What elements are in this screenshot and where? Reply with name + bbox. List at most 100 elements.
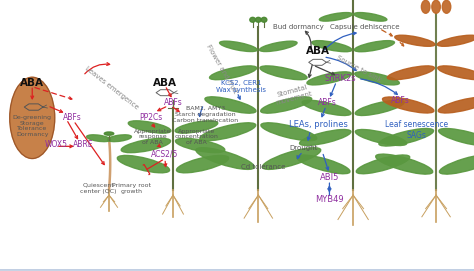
Bar — [0, 270, 474, 271]
Ellipse shape — [175, 138, 225, 153]
Bar — [0, 270, 474, 271]
Ellipse shape — [387, 66, 435, 80]
Bar — [0, 269, 474, 270]
Bar — [0, 269, 474, 270]
Bar — [0, 269, 474, 270]
Bar — [0, 269, 474, 270]
Bar — [0, 270, 474, 271]
Ellipse shape — [121, 138, 171, 153]
Bar — [0, 269, 474, 270]
Ellipse shape — [297, 155, 350, 174]
Bar — [0, 270, 474, 271]
Bar — [0, 270, 474, 271]
Bar — [0, 270, 474, 271]
Ellipse shape — [395, 35, 435, 46]
Bar — [0, 270, 474, 271]
Bar — [0, 270, 474, 271]
Bar — [0, 269, 474, 270]
Ellipse shape — [262, 148, 321, 169]
Bar — [0, 270, 474, 271]
Bar — [0, 270, 474, 271]
Bar — [0, 269, 474, 270]
Bar — [0, 270, 474, 271]
Bar — [0, 269, 474, 270]
Bar — [0, 270, 474, 271]
Bar — [0, 269, 474, 270]
Text: PP2Cs: PP2Cs — [139, 113, 163, 122]
Bar — [0, 269, 474, 270]
Ellipse shape — [176, 156, 229, 173]
Bar — [0, 270, 474, 271]
Bar — [0, 269, 474, 270]
Text: Appropriate
response
of ABA: Appropriate response of ABA — [134, 128, 171, 145]
Bar — [0, 269, 474, 270]
Ellipse shape — [376, 154, 433, 174]
Bar — [0, 270, 474, 271]
Bar — [0, 270, 474, 271]
Bar — [0, 270, 474, 271]
Bar — [0, 270, 474, 271]
Bar — [0, 269, 474, 270]
Text: Source to sink: Source to sink — [336, 55, 383, 83]
Text: BAM1, AMY3
Starch degradation
Carbon translocation: BAM1, AMY3 Starch degradation Carbon tra… — [172, 106, 238, 123]
Bar — [0, 269, 474, 270]
Bar — [0, 270, 474, 271]
Bar — [0, 270, 474, 271]
Ellipse shape — [438, 66, 474, 80]
Bar — [0, 269, 474, 270]
Bar — [0, 269, 474, 270]
Bar — [0, 270, 474, 271]
Bar — [0, 270, 474, 271]
Bar — [0, 270, 474, 271]
Bar — [0, 269, 474, 270]
Text: ABFs: ABFs — [63, 113, 82, 122]
Bar — [0, 269, 474, 270]
Bar — [0, 270, 474, 271]
Bar — [0, 269, 474, 270]
Bar — [0, 270, 474, 271]
Bar — [0, 269, 474, 270]
Bar — [0, 269, 474, 270]
Bar — [0, 269, 474, 270]
Bar — [0, 270, 474, 271]
Bar — [0, 270, 474, 271]
Bar — [0, 270, 474, 271]
Bar — [0, 269, 474, 270]
Bar — [0, 270, 474, 271]
Bar — [0, 270, 474, 271]
Bar — [0, 270, 474, 271]
Bar — [0, 270, 474, 271]
Bar — [0, 270, 474, 271]
Bar — [0, 270, 474, 271]
Bar — [0, 269, 474, 270]
Bar — [0, 270, 474, 271]
Bar — [0, 270, 474, 271]
Bar — [0, 269, 474, 270]
Bar — [0, 269, 474, 270]
Ellipse shape — [437, 35, 474, 46]
Bar — [0, 269, 474, 270]
Bar — [0, 269, 474, 270]
Ellipse shape — [196, 148, 255, 169]
Bar — [0, 269, 474, 270]
Bar — [0, 270, 474, 271]
Bar — [0, 270, 474, 271]
Bar — [0, 270, 474, 271]
Bar — [0, 270, 474, 271]
Bar — [0, 270, 474, 271]
Bar — [0, 270, 474, 271]
Bar — [0, 270, 474, 271]
Ellipse shape — [255, 17, 261, 22]
Ellipse shape — [210, 66, 257, 80]
Ellipse shape — [312, 41, 352, 52]
Bar — [0, 270, 474, 271]
Bar — [0, 270, 474, 271]
Ellipse shape — [260, 66, 307, 80]
Bar — [0, 269, 474, 270]
Bar — [0, 270, 474, 271]
Bar — [0, 270, 474, 271]
Text: Drought: Drought — [289, 145, 318, 151]
Text: ABA: ABA — [153, 78, 177, 88]
Bar — [0, 269, 474, 270]
Bar — [0, 269, 474, 270]
